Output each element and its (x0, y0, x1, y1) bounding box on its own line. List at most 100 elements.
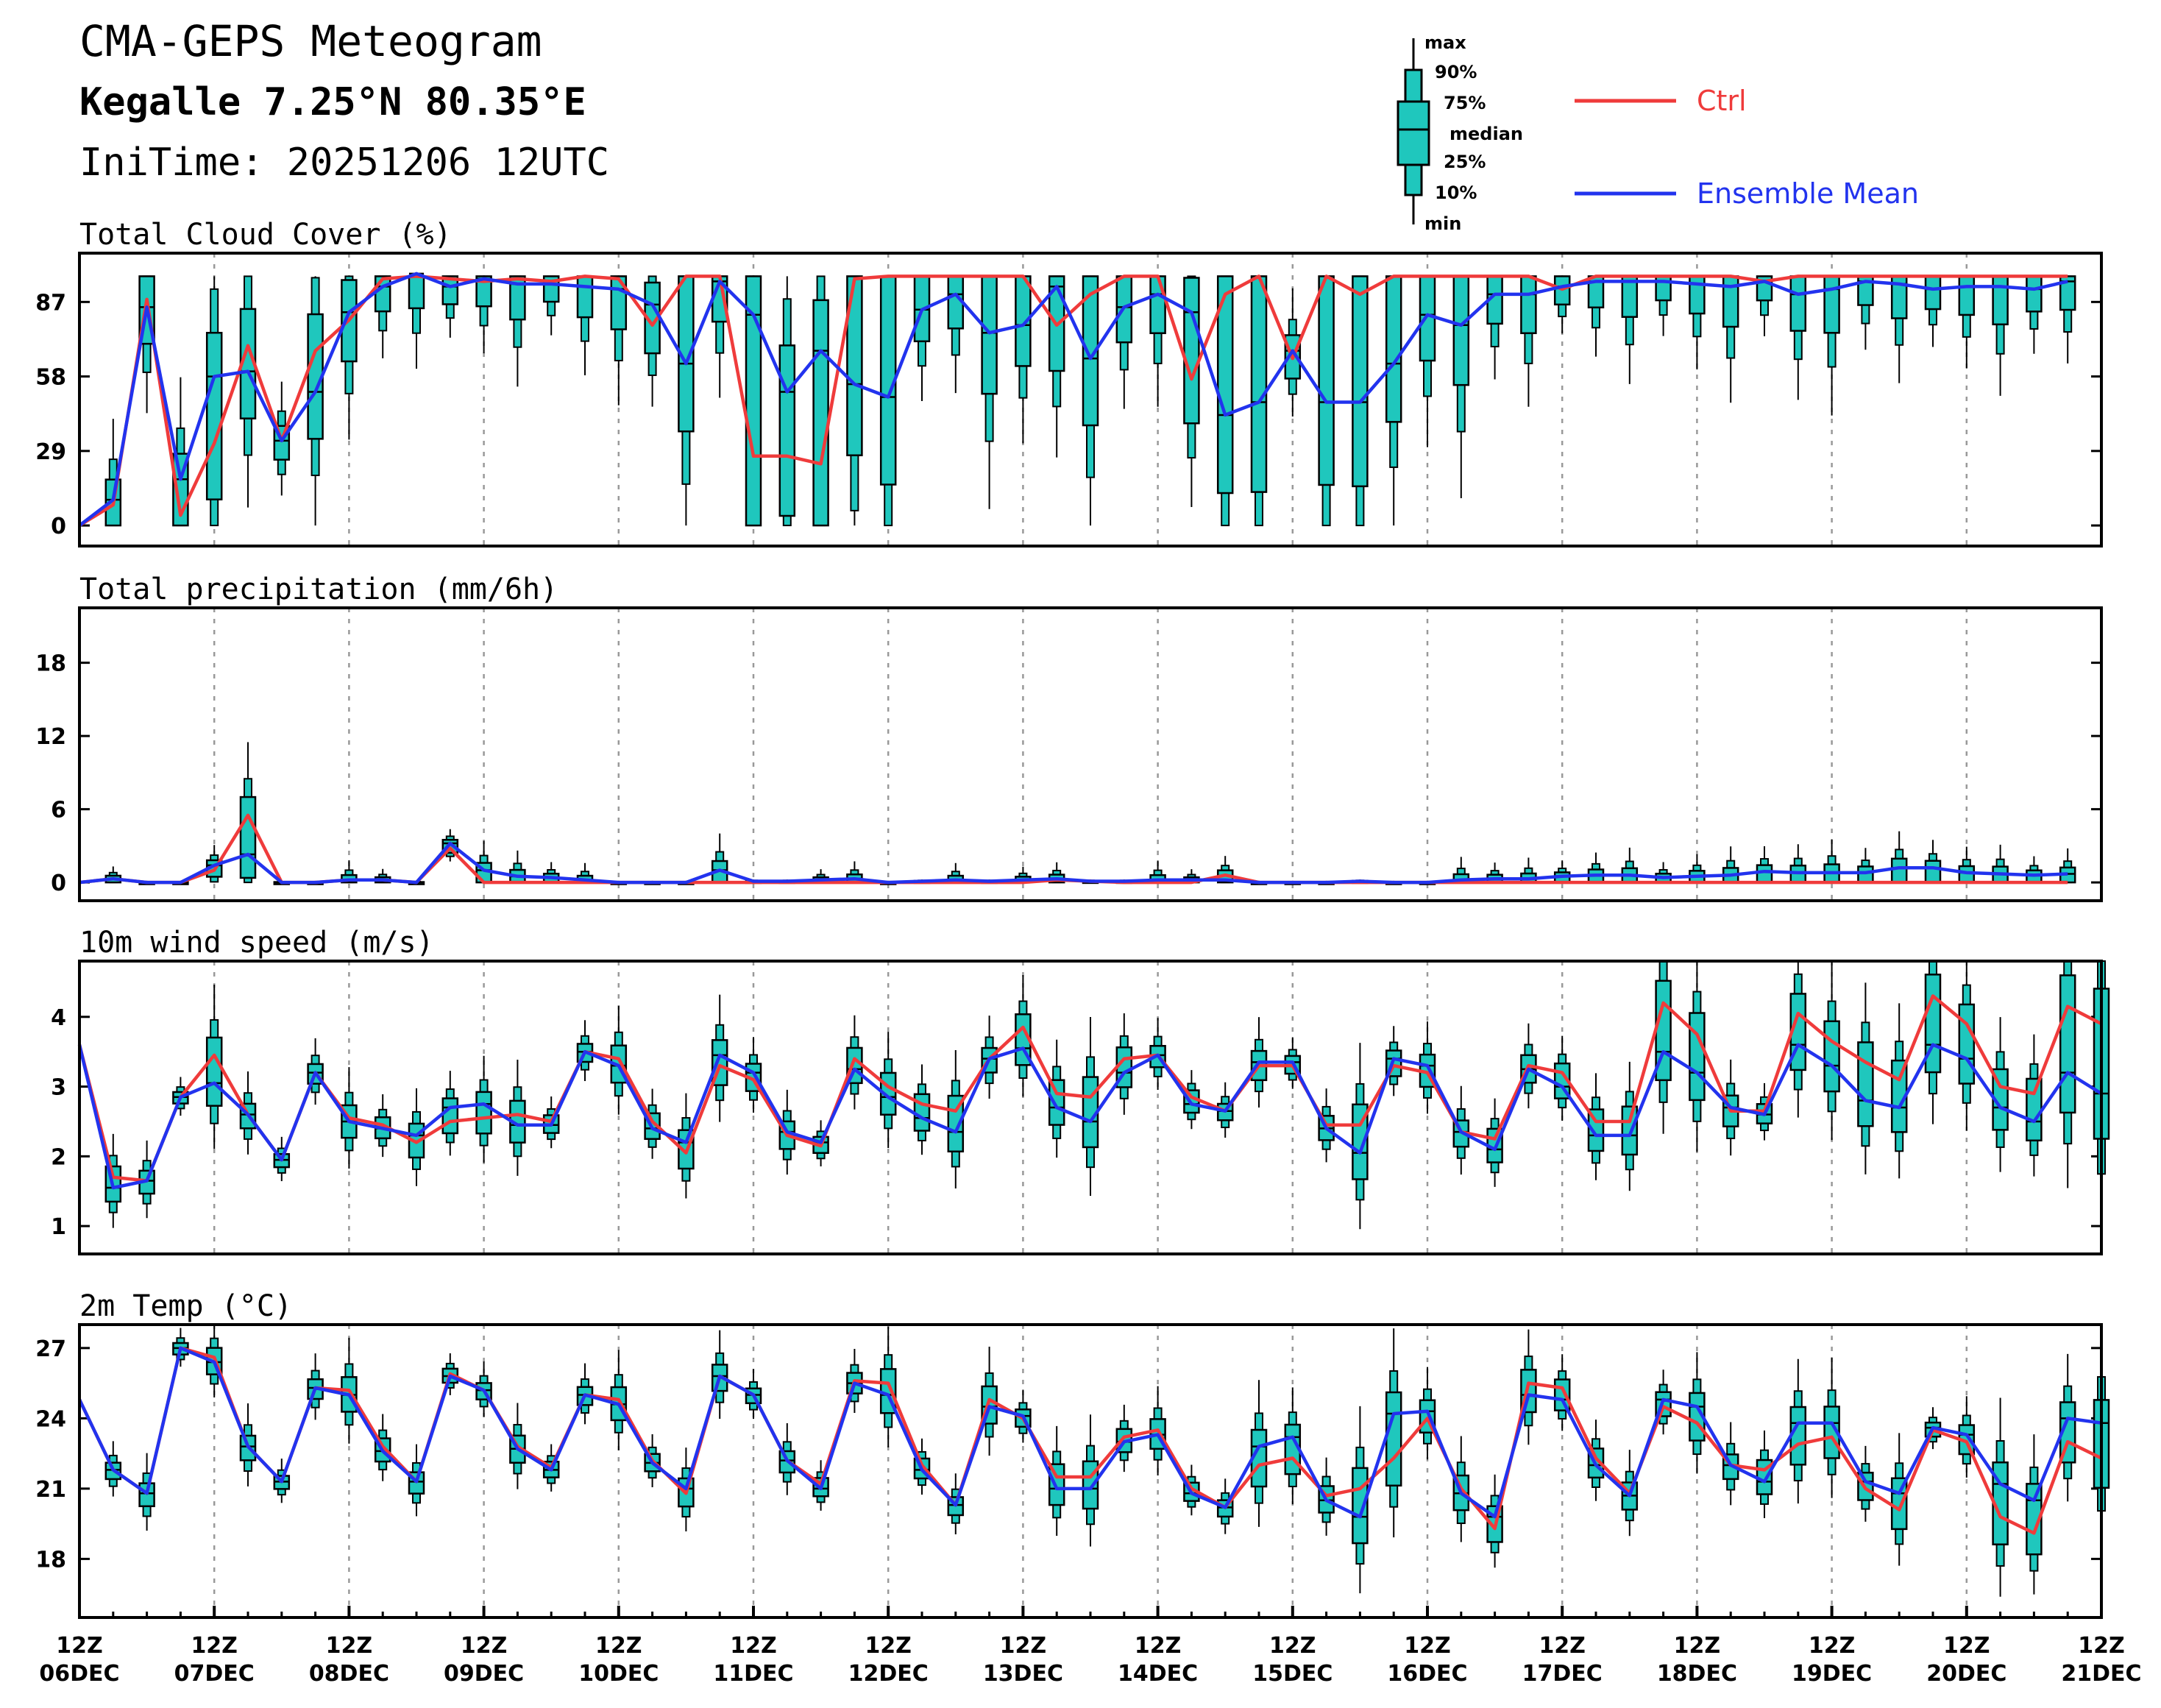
ensemble-box (239, 275, 257, 508)
x-tick-label-time: 12Z (1809, 1633, 1856, 1659)
legend-p75-label: 75% (1444, 93, 1486, 113)
box-inner (2026, 1483, 2043, 1556)
ensemble-box (205, 984, 223, 1149)
legend-max-label: max (1424, 32, 1466, 53)
ensemble-box (846, 275, 863, 526)
box-inner (576, 275, 594, 319)
box-inner (1823, 275, 1840, 334)
x-tick-label-time: 12Z (865, 1633, 912, 1659)
x-tick-label-date: 07DEC (174, 1661, 255, 1687)
x-tick-label-date: 13DEC (983, 1661, 1063, 1687)
x-tick-label-time: 12Z (1000, 1633, 1047, 1659)
y-tick-label: 18 (35, 651, 66, 677)
box-inner (475, 275, 492, 308)
box-inner (1385, 1391, 1402, 1486)
box-inner (1419, 275, 1436, 362)
ensemble-box (1452, 275, 1470, 498)
y-tick-label: 87 (35, 290, 66, 316)
box-inner (778, 344, 796, 517)
box-inner (441, 275, 459, 305)
box-inner (981, 275, 998, 395)
x-axis-labels: 12Z06DEC12Z07DEC12Z08DEC12Z09DEC12Z10DEC… (39, 1606, 2142, 1687)
legend-box-inner (1397, 100, 1430, 166)
box-inner (374, 275, 391, 313)
legend-p90-label: 90% (1435, 62, 1477, 82)
box-inner (1520, 275, 1537, 335)
x-tick-label-date: 09DEC (444, 1661, 524, 1687)
box-inner (1857, 865, 1874, 884)
ensemble-box (745, 275, 762, 527)
box-inner (1452, 275, 1470, 386)
init-time-label: IniTime: 20251206 12UTC (79, 141, 609, 185)
ensemble-box (879, 275, 897, 527)
y-tick-label: 18 (35, 1547, 66, 1573)
ensemble-box (1250, 1380, 1268, 1527)
box-inner (1722, 275, 1739, 328)
x-tick-label-date: 08DEC (309, 1661, 389, 1687)
legend-ctrl-label: Ctrl (1697, 85, 1747, 117)
ensemble-mean-line (77, 1346, 2102, 1519)
box-inner (408, 275, 425, 310)
x-tick-label-time: 12Z (1269, 1633, 1316, 1659)
y-tick-label: 3 (51, 1075, 66, 1101)
x-tick-label-date: 18DEC (1657, 1661, 1737, 1687)
x-tick-label-time: 12Z (1674, 1633, 1721, 1659)
x-tick-label-date: 10DEC (578, 1661, 659, 1687)
box-inner (1048, 1463, 1065, 1506)
x-tick-label-time: 12Z (1943, 1633, 1990, 1659)
y-tick-label: 6 (51, 798, 66, 823)
ensemble-box (1082, 275, 1099, 526)
x-tick-label-date: 21DEC (2061, 1661, 2141, 1687)
box-inner (1352, 275, 1369, 488)
ensemble-box (475, 275, 492, 354)
x-tick-label-time: 12Z (1404, 1633, 1451, 1659)
y-tick-label: 4 (51, 1005, 66, 1031)
panel-title: 10m wind speed (m/s) (79, 926, 434, 960)
x-tick-label-date: 15DEC (1252, 1661, 1333, 1687)
x-tick-label-time: 12Z (461, 1633, 508, 1659)
box-inner (1789, 275, 1807, 332)
legend-min-label: min (1424, 213, 1461, 234)
x-tick-label-time: 12Z (730, 1633, 777, 1659)
box-inner (1352, 1103, 1369, 1180)
box-inner (2026, 275, 2043, 313)
x-tick-label-time: 12Z (1135, 1633, 1182, 1659)
panel-title: Total Cloud Cover (%) (79, 218, 452, 252)
x-tick-label-date: 19DEC (1792, 1661, 1872, 1687)
x-tick-label-time: 12Z (56, 1633, 103, 1659)
y-tick-label: 27 (35, 1336, 66, 1362)
box-inner (1250, 275, 1268, 493)
box-inner (205, 331, 223, 500)
box-inner (1587, 1108, 1605, 1152)
box-inner (1823, 1020, 1840, 1093)
panel-title: Total precipitation (mm/6h) (79, 573, 558, 606)
box-inner (1890, 857, 1908, 884)
ensemble-box (1789, 961, 1807, 1118)
box-inner (1689, 275, 1706, 315)
box-inner (1183, 277, 1200, 425)
x-tick-label-date: 06DEC (39, 1661, 119, 1687)
box-inner (2059, 974, 2076, 1114)
box-inner (2026, 1077, 2043, 1142)
box-inner (1756, 864, 1773, 884)
y-tick-label: 58 (35, 365, 66, 391)
y-tick-label: 24 (35, 1406, 66, 1432)
y-tick-label: 12 (35, 724, 66, 750)
x-tick-label-date: 12DEC (848, 1661, 929, 1687)
legend-p25-label: 25% (1444, 152, 1486, 172)
y-tick-label: 21 (35, 1477, 66, 1503)
panel-title: 2m Temp (°C) (79, 1289, 292, 1323)
ensemble-box (1621, 1061, 1639, 1191)
box-inner (1924, 860, 1942, 884)
box-inner (1048, 1079, 1065, 1126)
precipitation-panel: Total precipitation (mm/6h) 0 6 12 18 (35, 573, 2103, 902)
ensemble-mean-line (78, 272, 2068, 527)
ensemble-box (1520, 275, 1537, 407)
box-inner (205, 1036, 223, 1107)
x-tick-label-time: 12Z (595, 1633, 642, 1659)
box-legend: max 90% 75% median 25% 10% min Ctrl Ense… (1397, 32, 1919, 234)
x-tick-label-time: 12Z (191, 1633, 238, 1659)
x-tick-label-date: 11DEC (713, 1661, 793, 1687)
y-tick-label: 0 (51, 871, 66, 896)
